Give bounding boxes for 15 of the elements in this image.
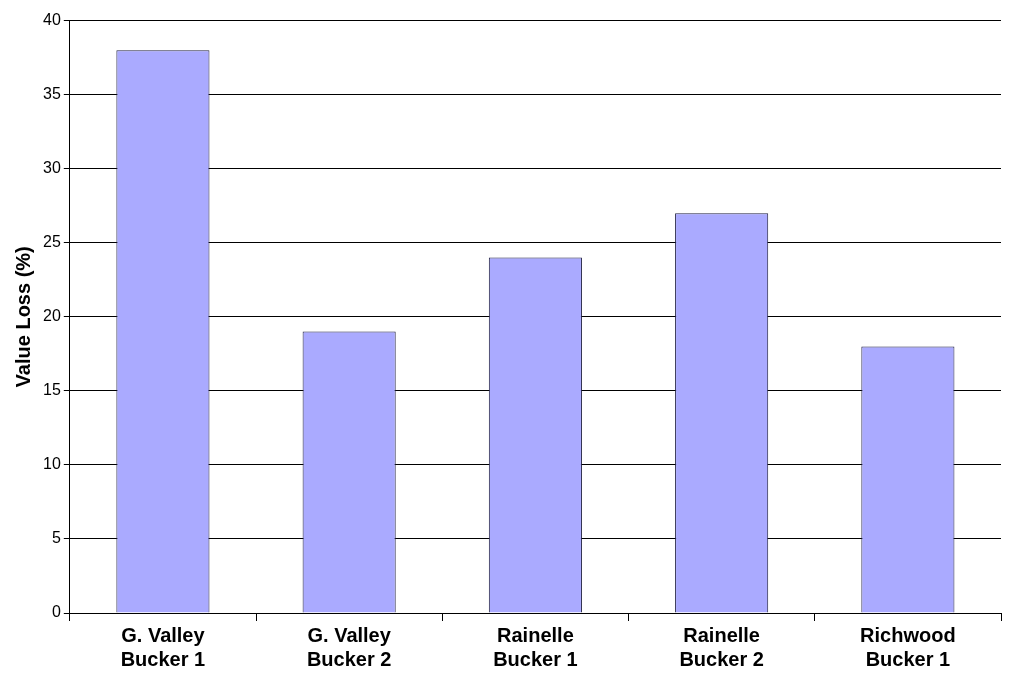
x-tick-label: G. Valley Bucker 2 — [306, 623, 392, 670]
y-tick-label: 35 — [43, 85, 61, 103]
y-tick-label: 10 — [43, 455, 61, 473]
y-tick-label: 20 — [43, 307, 61, 325]
y-tick-label: 40 — [43, 11, 61, 29]
y-tick-label: 30 — [43, 159, 61, 177]
x-tick-label: Rainelle Bucker 2 — [679, 623, 764, 670]
y-tick-label: 0 — [51, 603, 61, 621]
y-tick-label: 15 — [43, 381, 61, 399]
x-tick-label: Rainelle Bucker 1 — [493, 623, 578, 670]
x-tick-label: Richwood Bucker 1 — [860, 623, 956, 670]
y-axis-title: Value Loss (%) — [11, 246, 34, 388]
x-tick-label: G. Valley Bucker 1 — [120, 623, 206, 670]
y-tick-label: 25 — [43, 233, 61, 251]
y-tick-label: 5 — [51, 529, 61, 547]
